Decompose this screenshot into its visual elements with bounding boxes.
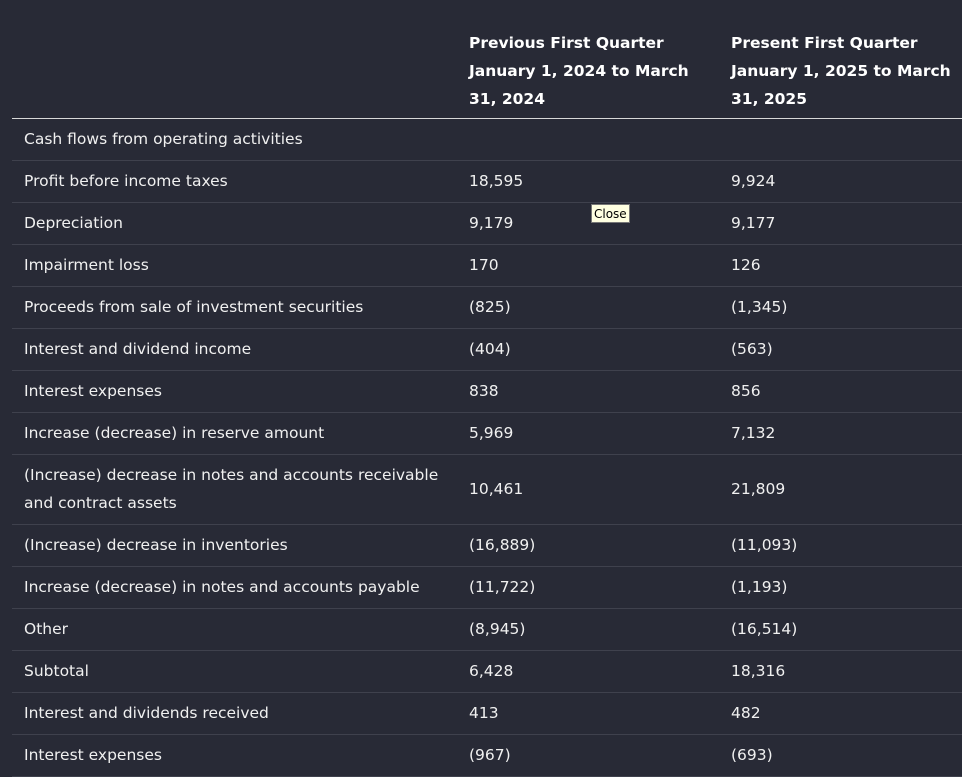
row-previous-value: 838 — [456, 370, 718, 413]
row-label: Other — [12, 608, 456, 651]
row-label: Interest and dividends received — [12, 692, 456, 735]
row-present-value: 482 — [718, 692, 962, 735]
row-previous-value: (11,722) — [456, 566, 718, 609]
table-row: (Increase) decrease in inventories (16,8… — [12, 524, 962, 567]
row-present-value: (1,193) — [718, 566, 962, 609]
row-previous-value: 9,179 — [456, 202, 718, 245]
row-present-value: 7,132 — [718, 412, 962, 455]
table-row: Increase (decrease) in notes and account… — [12, 566, 962, 609]
close-tooltip: Close — [591, 204, 630, 223]
table-row: Depreciation 9,179 9,177 — [12, 202, 962, 245]
row-present-value: 126 — [718, 244, 962, 287]
row-previous-value: (967) — [456, 734, 718, 777]
row-previous-value: (404) — [456, 328, 718, 371]
row-label: Interest and dividend income — [12, 328, 456, 371]
header-present-quarter: Present First Quarter January 1, 2025 to… — [718, 0, 962, 119]
table-row: Cash flows from operating activities — [12, 118, 962, 161]
row-label: Increase (decrease) in reserve amount — [12, 412, 456, 455]
row-previous-value: 413 — [456, 692, 718, 735]
row-present-value: (693) — [718, 734, 962, 777]
row-label: (Increase) decrease in inventories — [12, 524, 456, 567]
row-present-value: (1,345) — [718, 286, 962, 329]
row-label: Interest expenses — [12, 370, 456, 413]
table-row: Interest expenses 838 856 — [12, 370, 962, 413]
row-previous-value: 6,428 — [456, 650, 718, 693]
row-present-value: (11,093) — [718, 524, 962, 567]
header-item-column — [12, 0, 456, 119]
row-previous-value: (16,889) — [456, 524, 718, 567]
table-row: Proceeds from sale of investment securit… — [12, 286, 962, 329]
cash-flow-table: Previous First Quarter January 1, 2024 t… — [12, 0, 962, 777]
row-previous-value: 170 — [456, 244, 718, 287]
row-present-value — [718, 118, 962, 161]
row-present-value: 21,809 — [718, 454, 962, 525]
row-present-value: (563) — [718, 328, 962, 371]
row-label: Cash flows from operating activities — [12, 118, 456, 161]
row-previous-value — [456, 118, 718, 161]
table-row: (Increase) decrease in notes and account… — [12, 454, 962, 525]
row-present-value: 18,316 — [718, 650, 962, 693]
row-label: Impairment loss — [12, 244, 456, 287]
row-present-value: 856 — [718, 370, 962, 413]
row-previous-value: 18,595 — [456, 160, 718, 203]
row-present-value: 9,177 — [718, 202, 962, 245]
table-header-row: Previous First Quarter January 1, 2024 t… — [12, 0, 962, 119]
cash-flow-table-container: Previous First Quarter January 1, 2024 t… — [12, 0, 962, 777]
row-label: Interest expenses — [12, 734, 456, 777]
row-previous-value: (8,945) — [456, 608, 718, 651]
row-label: Profit before income taxes — [12, 160, 456, 203]
table-row: Subtotal 6,428 18,316 — [12, 650, 962, 693]
table-row: Interest and dividends received 413 482 — [12, 692, 962, 735]
table-row: Interest and dividend income (404) (563) — [12, 328, 962, 371]
row-previous-value: 10,461 — [456, 454, 718, 525]
table-row: Interest expenses (967) (693) — [12, 734, 962, 777]
row-present-value: (16,514) — [718, 608, 962, 651]
row-label: Proceeds from sale of investment securit… — [12, 286, 456, 329]
row-label: Increase (decrease) in notes and account… — [12, 566, 456, 609]
row-label: Subtotal — [12, 650, 456, 693]
row-previous-value: (825) — [456, 286, 718, 329]
table-row: Profit before income taxes 18,595 9,924 — [12, 160, 962, 203]
header-previous-quarter: Previous First Quarter January 1, 2024 t… — [456, 0, 718, 119]
table-row: Impairment loss 170 126 — [12, 244, 962, 287]
row-present-value: 9,924 — [718, 160, 962, 203]
table-row: Other (8,945) (16,514) — [12, 608, 962, 651]
row-label: (Increase) decrease in notes and account… — [12, 454, 456, 525]
table-row: Increase (decrease) in reserve amount 5,… — [12, 412, 962, 455]
row-label: Depreciation — [12, 202, 456, 245]
row-previous-value: 5,969 — [456, 412, 718, 455]
